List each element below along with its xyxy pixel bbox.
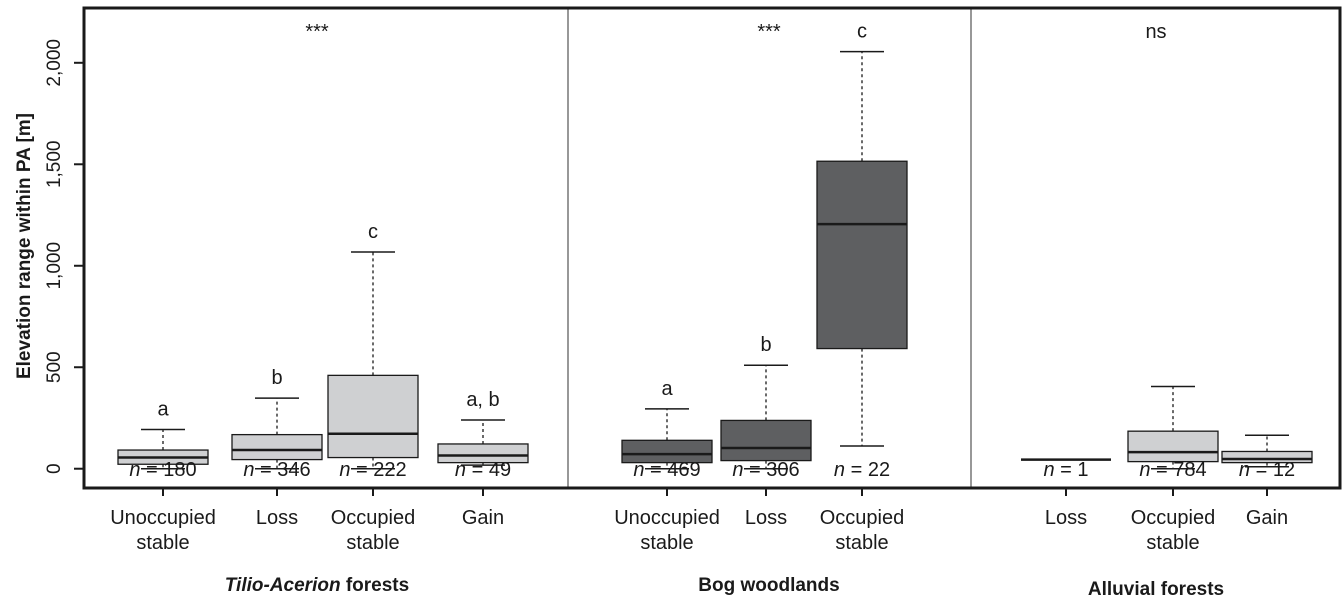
n-value: = 346 — [254, 459, 310, 481]
significance-label: *** — [305, 21, 329, 43]
n-label: n = 1 — [1043, 459, 1088, 481]
box-2-3 — [816, 50, 908, 447]
n-label: n = 469 — [633, 459, 700, 481]
x-tick-label: Loss — [745, 507, 787, 529]
box-body — [816, 160, 908, 350]
y-tick-label: 1,000 — [44, 242, 65, 290]
n-value: = 22 — [845, 459, 890, 481]
y-tick-label: 0 — [44, 463, 65, 474]
group-label-text: forests — [341, 575, 410, 596]
x-tick-label: Unoccupied — [110, 507, 216, 529]
box-2-1 — [621, 408, 713, 470]
n-symbol: n — [633, 459, 644, 481]
y-tick-label: 1,500 — [44, 141, 65, 189]
box-body — [231, 433, 323, 461]
box-body — [1221, 450, 1313, 464]
group-letter: c — [368, 221, 378, 243]
box-3-3 — [1221, 434, 1313, 468]
n-value: = 12 — [1250, 459, 1295, 481]
x-tick-label: Occupied — [331, 507, 416, 529]
n-symbol: n — [1043, 459, 1054, 481]
n-symbol: n — [1239, 459, 1250, 481]
n-symbol: n — [243, 459, 254, 481]
x-tick-label: Occupied — [820, 507, 905, 529]
y-axis-title: Elevation range within PA [m] — [14, 113, 35, 379]
n-value: = 784 — [1150, 459, 1206, 481]
x-tick-label: stable — [835, 532, 888, 554]
group-label-text: Alluvial forests — [1088, 579, 1224, 600]
group-letter: a, b — [466, 389, 499, 411]
n-label: n = 306 — [732, 459, 799, 481]
box-body — [621, 439, 713, 464]
x-axis: Unoccupied stable Loss Occupied stable Gain Ti… — [110, 488, 1288, 600]
box-2-2 — [720, 364, 812, 470]
significance-label: *** — [757, 21, 781, 43]
n-symbol: n — [732, 459, 743, 481]
box-1-2 — [231, 397, 323, 470]
box-1-1 — [117, 428, 209, 470]
box-body — [437, 443, 529, 464]
x-tick-label: Loss — [1045, 507, 1087, 529]
n-label: n = 22 — [834, 459, 890, 481]
y-tick-label: 2,000 — [44, 39, 65, 87]
n-label: n = 346 — [243, 459, 310, 481]
group-label-text: Bog woodlands — [698, 575, 839, 596]
group-letter: a — [157, 399, 169, 421]
x-tick-label: Gain — [462, 507, 504, 529]
panel-dividers — [82, 6, 1342, 490]
significance-label: ns — [1145, 21, 1166, 43]
box-body — [720, 419, 812, 462]
boxes — [117, 50, 1313, 470]
n-value: = 1 — [1055, 459, 1089, 481]
box-1-3 — [327, 251, 419, 470]
group-label: Tilio-Acerion forests — [225, 575, 409, 596]
group-label: Bog woodlands — [698, 575, 839, 596]
y-axis: 0 500 1,000 1,500 2,000 — [44, 39, 84, 474]
n-label: n = 180 — [129, 459, 196, 481]
box-body — [327, 374, 419, 459]
x-tick-label: Loss — [256, 507, 298, 529]
n-value: = 49 — [466, 459, 511, 481]
x-tick-label: Unoccupied — [614, 507, 720, 529]
x-tick-label: stable — [136, 532, 189, 554]
n-label: n = 12 — [1239, 459, 1295, 481]
n-symbol: n — [455, 459, 466, 481]
n-symbol: n — [339, 459, 350, 481]
x-tick-label: Gain — [1246, 507, 1288, 529]
x-tick-label: stable — [346, 532, 399, 554]
n-symbol: n — [129, 459, 140, 481]
x-tick-label: stable — [1146, 532, 1199, 554]
n-value: = 306 — [743, 459, 799, 481]
group-letter: a — [661, 378, 673, 400]
n-value: = 222 — [350, 459, 406, 481]
group-letter: b — [760, 334, 771, 356]
n-value: = 469 — [644, 459, 700, 481]
group-label-italic: Tilio-Acerion — [225, 575, 341, 596]
n-label: n = 49 — [455, 459, 511, 481]
n-label: n = 222 — [339, 459, 406, 481]
box-body — [1127, 430, 1219, 463]
annotations: a n = 180 b n = 346 c n = 222 a, b n = 49 *** a n … — [129, 21, 1295, 481]
n-symbol: n — [1139, 459, 1150, 481]
group-letter: c — [857, 21, 867, 43]
n-label: n = 784 — [1139, 459, 1206, 481]
box-3-2 — [1127, 385, 1219, 470]
group-letter: b — [271, 367, 282, 389]
n-symbol: n — [834, 459, 845, 481]
y-tick-label: 500 — [44, 351, 65, 383]
group-label: Alluvial forests — [1088, 579, 1224, 600]
n-value: = 180 — [140, 459, 196, 481]
plot-frame — [82, 6, 1342, 490]
box-1-4 — [437, 419, 529, 466]
x-tick-label: Occupied — [1131, 507, 1216, 529]
x-tick-label: stable — [640, 532, 693, 554]
